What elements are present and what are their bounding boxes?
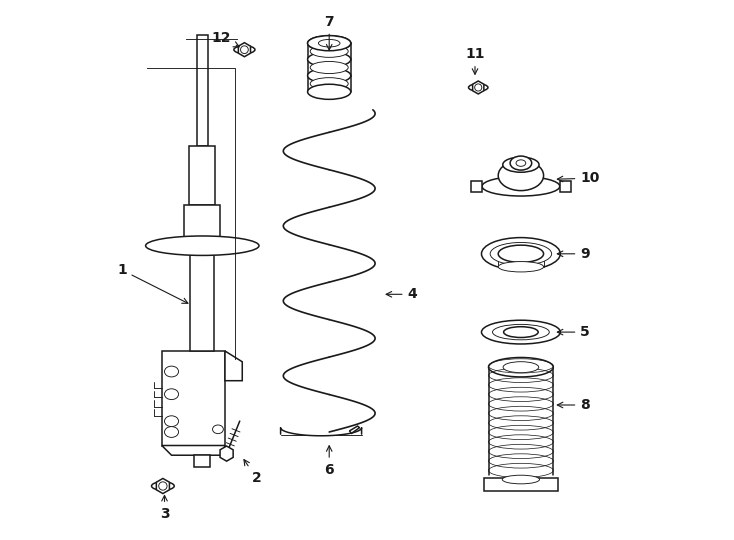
Text: 4: 4 <box>386 287 417 301</box>
Ellipse shape <box>308 84 351 99</box>
Ellipse shape <box>493 325 549 340</box>
Ellipse shape <box>308 52 351 67</box>
Text: 8: 8 <box>557 398 590 412</box>
Ellipse shape <box>308 36 351 51</box>
Ellipse shape <box>151 482 174 490</box>
Polygon shape <box>225 351 242 381</box>
Ellipse shape <box>164 389 178 400</box>
Polygon shape <box>473 81 484 94</box>
Ellipse shape <box>164 427 178 437</box>
Polygon shape <box>560 181 570 192</box>
Ellipse shape <box>490 242 552 265</box>
Ellipse shape <box>510 156 531 170</box>
Text: 6: 6 <box>324 446 334 477</box>
Ellipse shape <box>234 46 255 53</box>
Text: 5: 5 <box>557 325 590 339</box>
Ellipse shape <box>213 425 223 434</box>
Ellipse shape <box>482 320 560 344</box>
Polygon shape <box>161 446 225 455</box>
Bar <box>184 205 220 238</box>
Ellipse shape <box>310 45 348 57</box>
Ellipse shape <box>498 261 544 272</box>
Text: 10: 10 <box>557 171 600 185</box>
Ellipse shape <box>145 236 259 255</box>
Ellipse shape <box>308 36 351 51</box>
Ellipse shape <box>241 46 248 53</box>
Ellipse shape <box>482 238 560 270</box>
Bar <box>197 35 208 146</box>
Ellipse shape <box>516 160 526 166</box>
Ellipse shape <box>164 416 178 427</box>
Text: 12: 12 <box>211 31 239 47</box>
Ellipse shape <box>475 84 482 91</box>
Ellipse shape <box>308 68 351 83</box>
Bar <box>484 478 558 491</box>
Ellipse shape <box>310 78 348 90</box>
Ellipse shape <box>164 366 178 377</box>
Polygon shape <box>349 426 360 433</box>
Ellipse shape <box>503 362 539 373</box>
Polygon shape <box>239 43 250 57</box>
Text: 2: 2 <box>244 460 261 485</box>
Polygon shape <box>156 478 170 494</box>
Ellipse shape <box>504 327 538 338</box>
Ellipse shape <box>319 39 340 47</box>
Text: 3: 3 <box>160 495 170 521</box>
Ellipse shape <box>503 157 539 172</box>
Bar <box>195 455 211 467</box>
Ellipse shape <box>502 475 539 484</box>
Bar <box>190 255 214 351</box>
Bar <box>189 146 215 205</box>
Ellipse shape <box>310 62 348 73</box>
Polygon shape <box>471 181 482 192</box>
Polygon shape <box>220 446 233 461</box>
Text: 9: 9 <box>557 247 590 261</box>
Text: 1: 1 <box>117 263 188 303</box>
Ellipse shape <box>498 160 544 191</box>
Text: 11: 11 <box>465 47 484 75</box>
Polygon shape <box>280 428 362 436</box>
Bar <box>161 351 225 445</box>
Ellipse shape <box>159 482 167 490</box>
Ellipse shape <box>482 177 560 196</box>
Ellipse shape <box>489 357 553 377</box>
Text: 7: 7 <box>324 15 334 50</box>
Ellipse shape <box>498 245 544 262</box>
Ellipse shape <box>468 84 488 91</box>
